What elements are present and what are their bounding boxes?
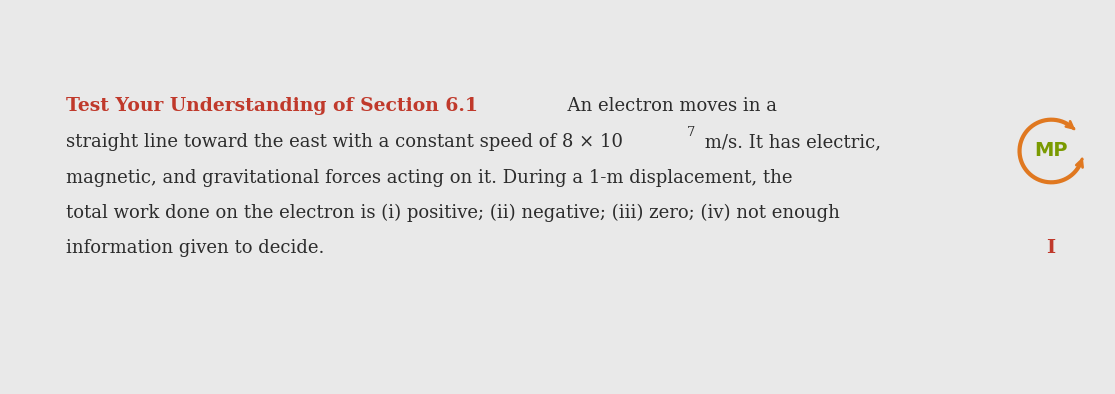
Text: MP: MP — [1035, 141, 1068, 160]
Text: straight line toward the east with a constant speed of 8 × 10: straight line toward the east with a con… — [66, 134, 622, 151]
Text: magnetic, and gravitational forces acting on it. During a 1-m displacement, the: magnetic, and gravitational forces actin… — [66, 169, 792, 187]
Text: total work done on the electron is (i) positive; (ii) negative; (iii) zero; (iv): total work done on the electron is (i) p… — [66, 204, 840, 222]
Text: Test Your Understanding of Section 6.1: Test Your Understanding of Section 6.1 — [66, 97, 477, 115]
Text: information given to decide.: information given to decide. — [66, 239, 324, 257]
Text: 7: 7 — [687, 126, 696, 139]
Text: m/s. It has electric,: m/s. It has electric, — [699, 134, 881, 151]
Text: I: I — [1046, 239, 1056, 257]
Text: An electron moves in a: An electron moves in a — [556, 97, 777, 115]
